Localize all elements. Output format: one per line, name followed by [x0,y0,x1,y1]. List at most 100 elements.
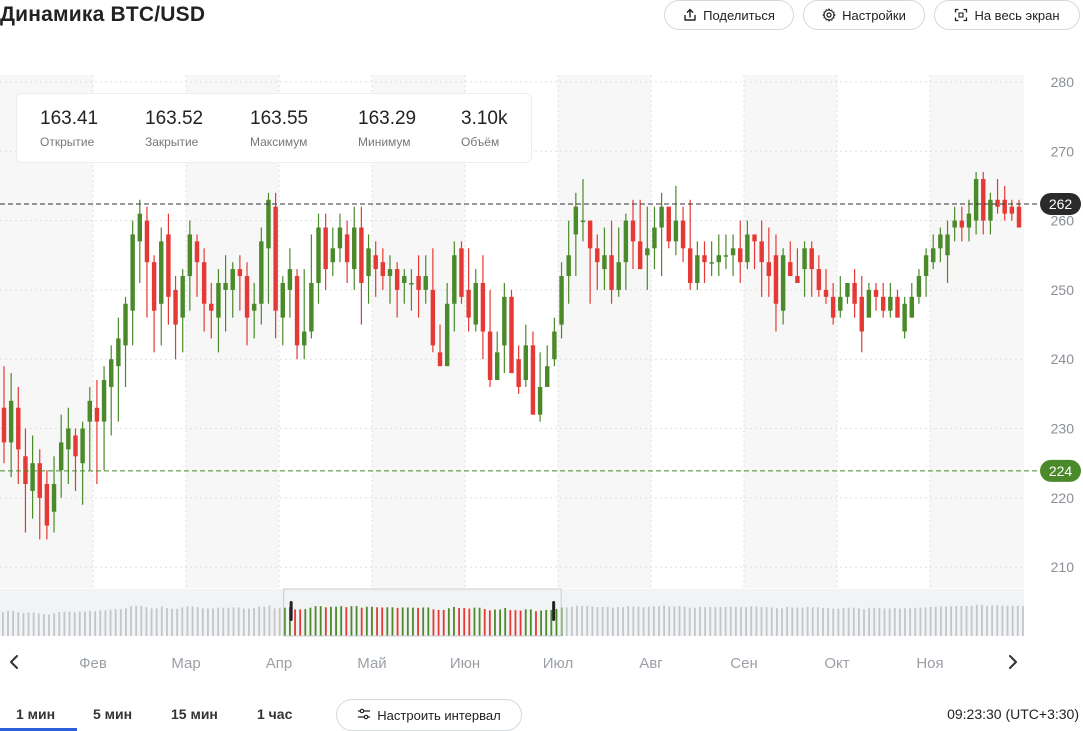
navigator-bar [181,607,184,636]
candle-body [430,289,436,346]
navigator-bar [550,609,553,636]
chevron-left-icon[interactable] [10,655,18,669]
y-tick-label: 210 [1051,559,1075,575]
candle-body [294,276,300,346]
timeframe-5min[interactable]: 5 мин [93,706,133,722]
candle-body [123,303,128,346]
navigator-bar [78,611,81,636]
gear-icon [822,8,836,22]
navigator-bar [1016,605,1019,636]
navigator-bar [786,606,789,636]
candle-body [437,352,443,367]
y-tick-label: 240 [1051,351,1075,367]
navigator-bar [217,607,220,636]
share-button[interactable]: Поделиться [664,0,794,30]
candle-body [788,262,793,277]
candle-body [680,220,686,249]
configure-interval-button[interactable]: Настроить интервал [336,699,522,731]
candle-body [673,220,679,242]
navigator-bar [888,608,891,636]
candle-body [330,248,336,263]
navigator-bar [263,606,266,636]
candle-body [101,380,107,422]
y-tick-label: 250 [1051,282,1075,298]
navigator-bar [2,612,4,636]
candle-body [416,276,421,290]
candle-body [402,276,407,283]
ohlc-close: 163.52 Закрытие [145,108,203,149]
navigator-bar [601,607,604,636]
candle-body [530,345,536,415]
timeframe-15min[interactable]: 15 мин [171,706,218,722]
navigator-bar [842,608,845,636]
candle-body [802,248,807,270]
candle-body [931,248,936,263]
candle-body [873,289,879,297]
navigator-bar [996,605,999,636]
navigator-bar [278,607,281,636]
candle-body [116,338,121,367]
navigator-bar [688,607,691,636]
navigator-bar [458,608,460,636]
candle-body [44,484,50,526]
candle-body [752,234,757,242]
navigator-bar [365,606,368,636]
timeframe-1min[interactable]: 1 мин [16,706,56,722]
navigator-bar [22,613,25,636]
navigator-bar [186,606,189,636]
navigator-bar [155,608,158,636]
navigator-bar [796,607,799,636]
navigator-bar [104,610,107,636]
navigator-bar [878,608,881,636]
chevron-right-icon[interactable] [1009,655,1017,669]
candle-body [573,206,579,235]
timeframe-1hour[interactable]: 1 час [257,706,293,722]
navigator-bar [570,606,573,636]
candle-body [766,262,772,277]
candle-body [301,331,307,346]
navigator-bar [376,607,378,636]
navigator-bar [1001,605,1004,636]
candle-body [173,289,178,325]
navigator-bar [765,607,768,636]
navigator-bar [955,605,958,636]
settings-label: Настройки [842,7,906,23]
navigator-bar [729,606,732,636]
navigator-bar [12,610,15,636]
candle-body [866,289,872,318]
navigator-bar [611,607,614,636]
candle-body [602,255,607,270]
navigator-handle-right [552,601,556,621]
navigator-bar [130,606,132,636]
candle-body [37,463,42,498]
navigator-bar [545,609,548,636]
navigator-bar [432,609,435,636]
navigator-bar [893,608,896,636]
candle-body [916,276,922,297]
navigator-bar [499,609,501,636]
candle-body [473,282,478,325]
fullscreen-button[interactable]: На весь экран [934,0,1080,30]
settings-button[interactable]: Настройки [803,0,925,30]
navigator-bar [309,607,312,636]
share-label: Поделиться [703,7,775,23]
navigator-bar [391,607,394,636]
candle-body [959,220,965,228]
y-tick-label: 280 [1051,74,1075,90]
navigator-bar [17,612,20,636]
navigator-bar [437,609,440,636]
navigator-bar [924,607,927,636]
candle-body [830,296,836,318]
navigator-bar [145,607,148,636]
y-tick-label: 230 [1051,421,1075,437]
navigator-bar [427,607,430,636]
navigator-bar [212,608,214,636]
navigator-bar [32,612,35,636]
volume-value: 3.10k [461,108,508,129]
candle-body [209,303,214,311]
x-tick-label: Июн [450,655,480,672]
navigator-bar [84,611,86,636]
navigator-bar [642,607,645,636]
candle-body [523,345,529,381]
navigator-bar [125,608,127,636]
